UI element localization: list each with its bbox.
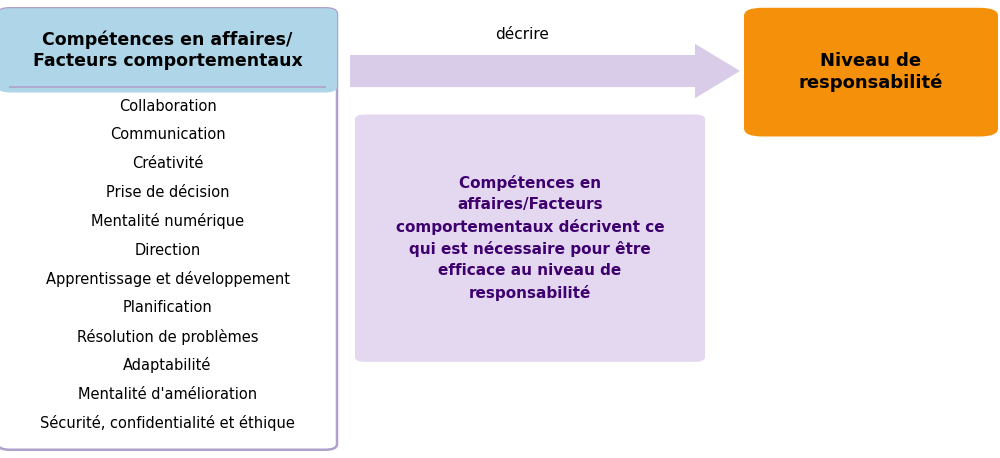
Text: Collaboration: Collaboration <box>119 98 216 114</box>
Text: Communication: Communication <box>110 127 225 142</box>
Text: Planification: Planification <box>123 300 212 315</box>
Text: Compétences en
affaires/Facteurs
comportementaux décrivent ce
qui est nécessaire: Compétences en affaires/Facteurs comport… <box>396 175 664 301</box>
Text: Mentalité numérique: Mentalité numérique <box>91 213 244 229</box>
Text: Résolution de problèmes: Résolution de problèmes <box>77 328 258 344</box>
Text: Compétences en affaires/
Facteurs comportementaux: Compétences en affaires/ Facteurs compor… <box>33 31 302 70</box>
Text: Prise de décision: Prise de décision <box>106 185 229 200</box>
FancyBboxPatch shape <box>0 8 337 93</box>
Text: décrire: décrire <box>496 27 549 42</box>
Polygon shape <box>350 44 740 98</box>
Text: Mentalité d'amélioration: Mentalité d'amélioration <box>78 387 257 402</box>
Bar <box>15 54 320 87</box>
Text: Apprentissage et développement: Apprentissage et développement <box>46 271 290 287</box>
Text: Direction: Direction <box>134 243 201 257</box>
Text: Créativité: Créativité <box>132 156 203 171</box>
Text: Sécurité, confidentialité et éthique: Sécurité, confidentialité et éthique <box>40 415 295 431</box>
FancyBboxPatch shape <box>744 8 998 136</box>
Text: Adaptabilité: Adaptabilité <box>123 357 212 373</box>
Text: Niveau de
responsabilité: Niveau de responsabilité <box>799 52 943 92</box>
FancyBboxPatch shape <box>0 8 337 450</box>
FancyBboxPatch shape <box>355 114 705 362</box>
